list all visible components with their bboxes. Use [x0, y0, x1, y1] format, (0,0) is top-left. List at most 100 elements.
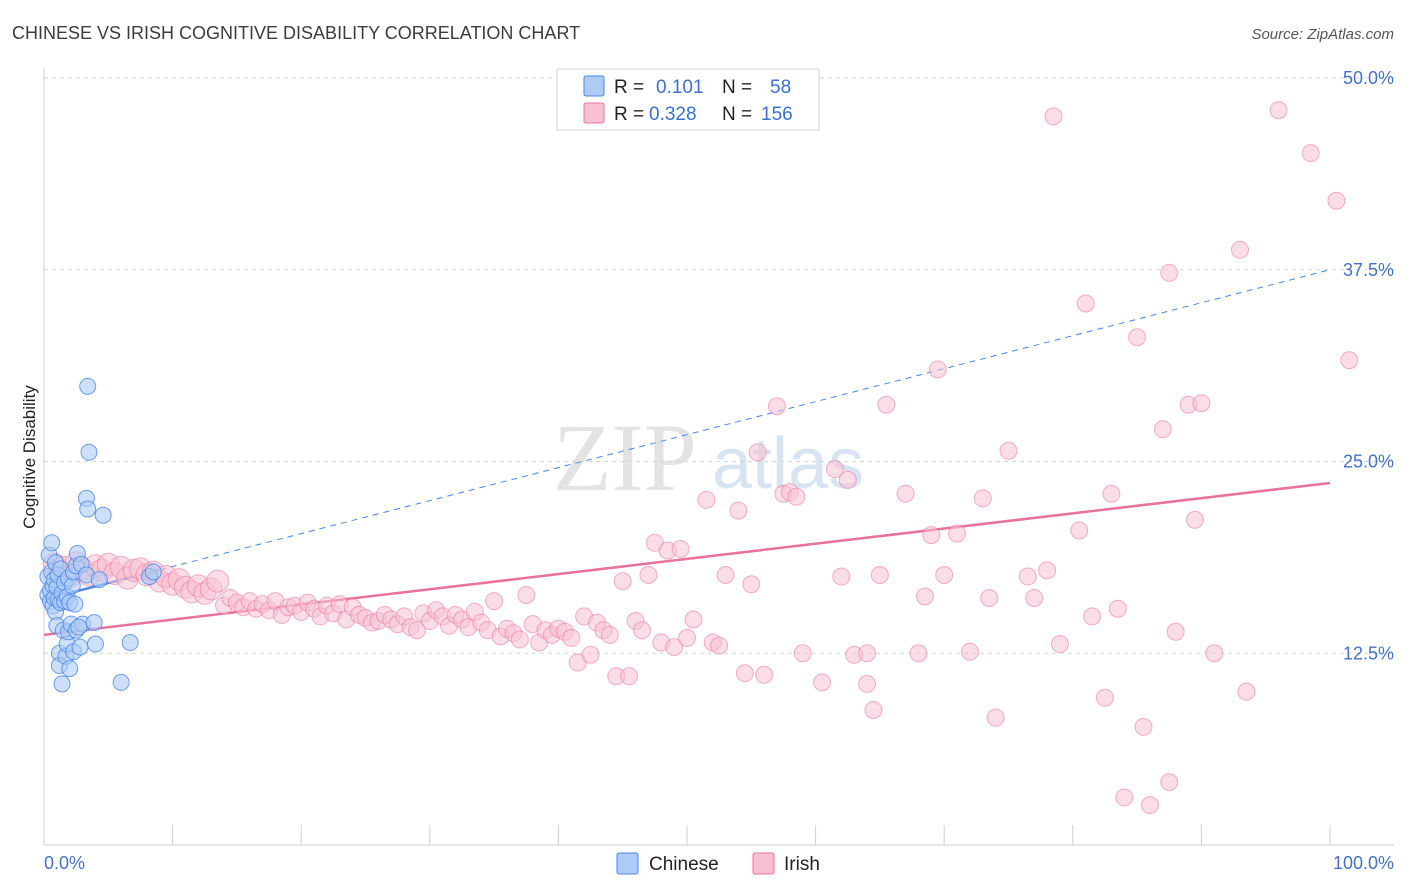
y-tick-label: 25.0% — [1343, 452, 1394, 472]
chinese-point — [79, 500, 97, 518]
irish-point — [1025, 589, 1044, 608]
irish-points — [42, 101, 1359, 815]
watermark-zip: ZIP — [553, 404, 697, 511]
y-tick-label: 37.5% — [1343, 260, 1394, 280]
irish-point — [748, 443, 767, 462]
irish-point — [928, 360, 947, 379]
irish-point — [1230, 240, 1249, 259]
chinese-point — [53, 675, 71, 693]
irish-point — [1327, 191, 1346, 210]
irish-point — [735, 664, 754, 683]
chart-source: Source: ZipAtlas.com — [1251, 26, 1394, 43]
irish-point — [639, 566, 658, 585]
irish-point — [1153, 420, 1172, 439]
irish-point — [896, 484, 915, 503]
x-tick-label-max: 100.0% — [1333, 853, 1394, 873]
chinese-points — [39, 377, 162, 693]
chinese-point — [80, 443, 98, 461]
irish-point — [1083, 607, 1102, 626]
bottom-legend-swatch-chinese — [616, 852, 639, 875]
irish-point — [1185, 510, 1204, 529]
irish-point — [1160, 263, 1179, 282]
legend-n-label-irish: N = — [722, 104, 752, 125]
irish-point — [716, 566, 735, 585]
irish-point — [864, 701, 883, 720]
irish-point — [909, 644, 928, 663]
irish-point — [825, 460, 844, 479]
chinese-point — [94, 506, 112, 524]
legend-n-label-chinese: N = — [722, 77, 752, 98]
legend-n-value-irish: 156 — [761, 104, 793, 125]
x-tick-label-min: 0.0% — [44, 853, 85, 873]
chinese-point — [61, 660, 79, 678]
irish-point — [1301, 144, 1320, 163]
legend-r-value-chinese: 0.101 — [656, 77, 704, 98]
irish-point — [755, 665, 774, 684]
irish-point — [1070, 521, 1089, 540]
irish-point — [1128, 328, 1147, 347]
y-tick-label: 50.0% — [1343, 68, 1394, 88]
irish-point — [510, 630, 529, 649]
irish-point — [620, 667, 639, 686]
irish-point — [1160, 773, 1179, 792]
axes — [43, 68, 1394, 846]
chinese-point — [112, 673, 130, 691]
chinese-point — [79, 377, 97, 395]
y-tick-labels: 12.5% 25.0% 37.5% 50.0% — [1343, 68, 1394, 663]
chinese-point — [43, 534, 61, 552]
grid-lines — [44, 77, 1394, 654]
legend-r-label-chinese: R = — [614, 77, 644, 98]
irish-point — [1192, 394, 1211, 413]
irish-point — [980, 589, 999, 608]
irish-point — [1140, 796, 1159, 815]
y-tick-label: 12.5% — [1343, 643, 1394, 663]
bottom-legend-label-irish: Irish — [784, 854, 820, 875]
irish-point — [678, 628, 696, 647]
bottom-legend-swatch-irish — [752, 852, 775, 875]
irish-point — [1044, 107, 1063, 126]
irish-point — [768, 397, 787, 416]
irish-point — [1205, 644, 1224, 663]
irish-point — [1115, 788, 1134, 807]
irish-point — [1050, 635, 1069, 654]
irish-point — [922, 526, 941, 545]
irish-point — [986, 708, 1005, 727]
irish-point — [948, 524, 967, 543]
irish-point — [710, 636, 729, 655]
chart-title: CHINESE VS IRISH COGNITIVE DISABILITY CO… — [12, 23, 580, 43]
chinese-point — [86, 635, 104, 653]
irish-point — [858, 674, 877, 693]
irish-point — [858, 644, 877, 663]
irish-point — [697, 490, 716, 509]
chinese-point — [66, 595, 84, 613]
legend-r-value-irish: 0.328 — [649, 104, 697, 125]
chinese-trend-dashed — [159, 269, 1331, 571]
irish-point — [613, 572, 632, 591]
bottom-legend: Chinese Irish — [616, 852, 820, 875]
irish-point — [562, 628, 581, 647]
irish-point — [1095, 688, 1114, 707]
irish-point — [999, 441, 1018, 460]
irish-point — [407, 621, 426, 640]
irish-point — [935, 566, 954, 585]
irish-point — [1134, 717, 1153, 736]
irish-point — [1076, 294, 1095, 313]
irish-point — [877, 395, 896, 414]
irish-point — [813, 673, 832, 692]
irish-point — [742, 575, 761, 594]
irish-point — [915, 587, 934, 606]
irish-point — [206, 569, 230, 593]
legend-r-label-irish: R = — [614, 104, 644, 125]
irish-point — [838, 470, 857, 489]
chinese-point — [71, 638, 89, 656]
y-axis-label: Cognitive Disability — [20, 385, 39, 529]
irish-point — [1269, 101, 1288, 120]
irish-point — [1038, 561, 1057, 580]
irish-point — [600, 625, 619, 644]
irish-point — [973, 489, 992, 508]
chinese-point — [90, 571, 108, 589]
irish-point — [671, 539, 690, 558]
legend-swatch-irish — [583, 102, 605, 124]
chinese-point — [121, 634, 139, 652]
